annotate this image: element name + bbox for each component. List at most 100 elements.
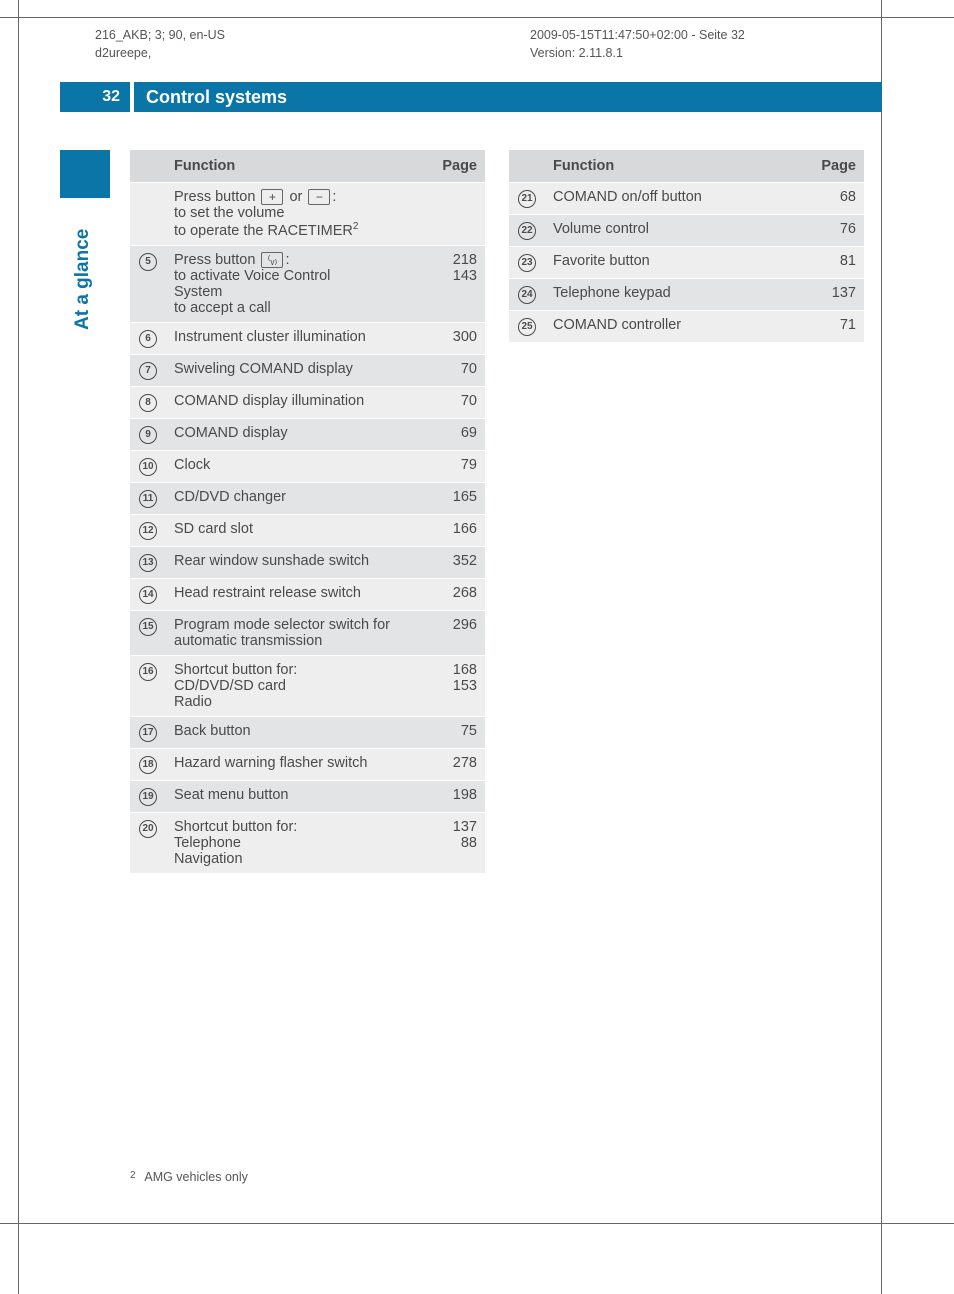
row-marker: 23 xyxy=(509,247,545,279)
row-page: 278 xyxy=(433,749,485,781)
meta-right: 2009-05-15T11:47:50+02:00 - Seite 32 Ver… xyxy=(530,26,745,62)
th-function-left: Function xyxy=(166,150,433,183)
crop-mark-right xyxy=(881,0,882,1294)
th-blank xyxy=(130,150,166,183)
row-marker: 8 xyxy=(130,387,166,419)
row-marker: 13 xyxy=(130,547,166,579)
table-row: 24Telephone keypad137 xyxy=(509,279,864,311)
meta-left: 216_AKB; 3; 90, en-US d2ureepe, xyxy=(95,26,225,62)
row-page: 165 xyxy=(433,483,485,515)
row-marker: 7 xyxy=(130,355,166,387)
row-marker: 25 xyxy=(509,311,545,343)
table-row: 18Hazard warning flasher switch278 xyxy=(130,749,485,781)
table-row: 11CD/DVD changer165 xyxy=(130,483,485,515)
row-marker: 15 xyxy=(130,611,166,656)
row-function: Rear window sunshade switch xyxy=(166,547,433,579)
row-marker: 16 xyxy=(130,656,166,717)
table-row: 20Shortcut button for:TelephoneNavigatio… xyxy=(130,813,485,874)
row-page: 166 xyxy=(433,515,485,547)
table-row: 14Head restraint release switch268 xyxy=(130,579,485,611)
row-page: 168153 xyxy=(433,656,485,717)
page-header: 32 Control systems xyxy=(60,82,882,112)
table-row: 17Back button75 xyxy=(130,717,485,749)
th-page-left: Page xyxy=(433,150,485,183)
row-page: 268 xyxy=(433,579,485,611)
row-marker: 14 xyxy=(130,579,166,611)
table-row: 10Clock79 xyxy=(130,451,485,483)
row-marker: 21 xyxy=(509,183,545,215)
row-function: Clock xyxy=(166,451,433,483)
table-row: 21COMAND on/off button68 xyxy=(509,183,864,215)
meta-left-line2: d2ureepe, xyxy=(95,46,151,60)
row-page: 75 xyxy=(433,717,485,749)
table-row: 12SD card slot166 xyxy=(130,515,485,547)
row-marker: 11 xyxy=(130,483,166,515)
left-column: Function Page Press button + or −:to set… xyxy=(130,150,485,874)
row-marker xyxy=(130,183,166,246)
table-row: 6Instrument cluster illumination300 xyxy=(130,323,485,355)
table-row: Press button + or −:to set the volumeto … xyxy=(130,183,485,246)
table-row: 5Press button ⁽ᵥ₎:to activate Voice Cont… xyxy=(130,246,485,323)
row-function: Shortcut button for:CD/DVD/SD cardRadio xyxy=(166,656,433,717)
th-page-right: Page xyxy=(812,150,864,183)
footnote-text: AMG vehicles only xyxy=(144,1170,248,1184)
row-marker: 20 xyxy=(130,813,166,874)
th-blank-r xyxy=(509,150,545,183)
table-row: 13Rear window sunshade switch352 xyxy=(130,547,485,579)
table-row: 16Shortcut button for:CD/DVD/SD cardRadi… xyxy=(130,656,485,717)
row-marker: 22 xyxy=(509,215,545,247)
row-page: 79 xyxy=(433,451,485,483)
content-area: Function Page Press button + or −:to set… xyxy=(130,150,864,874)
footnote: 2 AMG vehicles only xyxy=(130,1170,248,1184)
right-column: Function Page 21COMAND on/off button6822… xyxy=(509,150,864,874)
row-function: SD card slot xyxy=(166,515,433,547)
row-marker: 18 xyxy=(130,749,166,781)
row-page: 137 xyxy=(812,279,864,311)
row-page: 300 xyxy=(433,323,485,355)
row-function: Telephone keypad xyxy=(545,279,812,311)
crop-mark-left xyxy=(18,0,19,1294)
row-function: CD/DVD changer xyxy=(166,483,433,515)
table-row: 22Volume control76 xyxy=(509,215,864,247)
row-page: 13788 xyxy=(433,813,485,874)
side-tab xyxy=(60,150,110,198)
row-page: 352 xyxy=(433,547,485,579)
row-page: 81 xyxy=(812,247,864,279)
crop-mark-bottom xyxy=(0,1223,954,1224)
footnote-num: 2 xyxy=(130,1170,136,1181)
page-number: 32 xyxy=(60,82,130,112)
row-marker: 5 xyxy=(130,246,166,323)
row-function: Hazard warning flasher switch xyxy=(166,749,433,781)
table-row: 9COMAND display69 xyxy=(130,419,485,451)
row-function: Favorite button xyxy=(545,247,812,279)
row-function: Press button + or −:to set the volumeto … xyxy=(166,183,433,246)
row-page: 76 xyxy=(812,215,864,247)
row-marker: 6 xyxy=(130,323,166,355)
table-row: 15Program mode selector switch for autom… xyxy=(130,611,485,656)
row-page: 218143 xyxy=(433,246,485,323)
row-page: 70 xyxy=(433,355,485,387)
row-function: COMAND display xyxy=(166,419,433,451)
row-function: Volume control xyxy=(545,215,812,247)
row-function: Press button ⁽ᵥ₎:to activate Voice Contr… xyxy=(166,246,433,323)
meta-right-line1: 2009-05-15T11:47:50+02:00 - Seite 32 xyxy=(530,28,745,42)
row-marker: 17 xyxy=(130,717,166,749)
row-page: 296 xyxy=(433,611,485,656)
row-marker: 10 xyxy=(130,451,166,483)
row-function: Seat menu button xyxy=(166,781,433,813)
row-page: 68 xyxy=(812,183,864,215)
row-function: Shortcut button for:TelephoneNavigation xyxy=(166,813,433,874)
row-page: 69 xyxy=(433,419,485,451)
row-function: Head restraint release switch xyxy=(166,579,433,611)
table-row: 23Favorite button81 xyxy=(509,247,864,279)
row-marker: 24 xyxy=(509,279,545,311)
crop-mark-top xyxy=(0,0,954,18)
row-marker: 12 xyxy=(130,515,166,547)
row-function: COMAND on/off button xyxy=(545,183,812,215)
row-function: Instrument cluster illumination xyxy=(166,323,433,355)
left-table: Function Page Press button + or −:to set… xyxy=(130,150,485,874)
table-row: 7Swiveling COMAND display70 xyxy=(130,355,485,387)
row-function: Back button xyxy=(166,717,433,749)
meta-right-line2: Version: 2.11.8.1 xyxy=(530,46,623,60)
row-marker: 19 xyxy=(130,781,166,813)
